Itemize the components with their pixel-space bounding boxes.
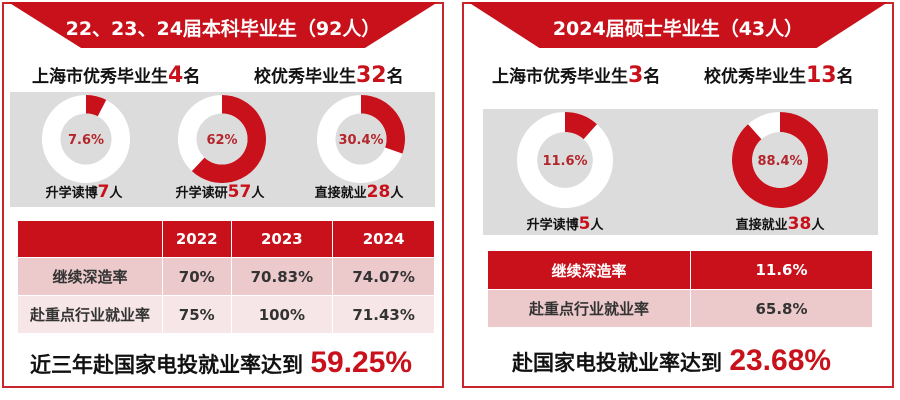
- footer-value: 23.68%: [729, 344, 832, 377]
- panel-title: 2024届硕士毕业生（43人）: [552, 18, 804, 40]
- school-excellent: 校优秀毕业生32名: [254, 62, 404, 88]
- donut-label: 升学读博7人: [45, 182, 123, 202]
- rates-table: 2022 2023 2024 继续深造率 70% 70.83% 74.07% 赴…: [17, 220, 435, 334]
- donut-hole: [537, 132, 593, 188]
- table-row: 赴重点行业就业率 65.8%: [487, 289, 873, 328]
- donut-slice: [361, 95, 405, 154]
- header-cell: 2023: [230, 220, 334, 258]
- count: 4: [168, 63, 184, 88]
- label: 上海市优秀毕业生: [492, 67, 628, 87]
- cell: 74.07%: [332, 257, 435, 296]
- cell: 71.43%: [332, 295, 435, 334]
- panel-title: 22、23、24届本科毕业生（92人）: [65, 18, 381, 40]
- footer-stat: 赴国家电投就业率达到 23.68%: [512, 344, 831, 378]
- donut-chart-employment: 30.4%: [317, 95, 405, 183]
- row-label: 赴重点行业就业率: [17, 295, 163, 334]
- donut-slice: [86, 95, 107, 117]
- donut-hole: [196, 113, 248, 165]
- undergrad-panel: 22、23、24届本科毕业生（92人） 上海市优秀毕业生4名 校优秀毕业生32名…: [2, 2, 444, 388]
- donut-hole: [60, 113, 112, 165]
- row-label: 继续深造率: [17, 257, 163, 296]
- donut-percent-label: 7.6%: [68, 133, 104, 148]
- donut-label: 升学读博5人: [526, 214, 604, 234]
- unit: 名: [643, 67, 661, 87]
- table-header-row: 2022 2023 2024: [17, 220, 435, 258]
- count: 32: [356, 63, 387, 88]
- donut-hole: [752, 132, 808, 188]
- donut-percent-label: 11.6%: [542, 154, 587, 169]
- header-cell: 2022: [162, 220, 232, 258]
- donut-label: 升学读研57人: [175, 182, 265, 202]
- table-row: 继续深造率 11.6%: [487, 250, 873, 290]
- donut-slice: [565, 112, 597, 140]
- row-label: 继续深造率: [487, 250, 691, 290]
- donut-percent-label: 30.4%: [338, 133, 383, 148]
- cell: 75%: [162, 295, 232, 334]
- label: 上海市优秀毕业生: [32, 67, 168, 87]
- donut-hole: [335, 113, 387, 165]
- header-banner: [8, 2, 438, 48]
- master-panel: 2024届硕士毕业生（43人） 上海市优秀毕业生3名 校优秀毕业生13名 11.…: [462, 2, 894, 388]
- count: 3: [628, 63, 644, 88]
- footer-stat: 近三年赴国家电投就业率达到 59.25%: [30, 346, 412, 380]
- row-label: 赴重点行业就业率: [487, 289, 691, 328]
- donut-label: 直接就业28人: [314, 182, 404, 202]
- table-row: 继续深造率 70% 70.83% 74.07%: [17, 257, 435, 296]
- donut-label: 直接就业38人: [735, 214, 825, 234]
- label: 校优秀毕业生: [254, 67, 356, 87]
- shanghai-excellent: 上海市优秀毕业生3名: [492, 62, 660, 88]
- donut-chart-phd: 7.6%: [42, 95, 130, 183]
- cell: 70.83%: [230, 257, 334, 296]
- footer-value: 59.25%: [310, 346, 413, 379]
- shanghai-excellent: 上海市优秀毕业生4名: [32, 62, 200, 88]
- donut-chart-phd: 11.6%: [517, 112, 613, 208]
- school-excellent: 校优秀毕业生13名: [704, 62, 854, 88]
- rates-table: 继续深造率 11.6% 赴重点行业就业率 65.8%: [487, 250, 873, 328]
- donut-chart-master: 62%: [178, 95, 266, 183]
- donut-slice: [191, 95, 266, 183]
- donut-percent-label: 62%: [206, 133, 237, 148]
- cell: 70%: [162, 257, 232, 296]
- donut-percent-label: 88.4%: [757, 154, 802, 169]
- footer-text: 赴国家电投就业率达到: [512, 351, 722, 375]
- header-cell: [17, 220, 163, 258]
- cell: 65.8%: [690, 289, 873, 328]
- count: 13: [806, 63, 837, 88]
- header-cell: 2024: [332, 220, 435, 258]
- footer-text: 近三年赴国家电投就业率达到: [30, 353, 303, 377]
- donut-chart-employment: 88.4%: [732, 112, 828, 208]
- cell: 100%: [230, 295, 334, 334]
- header-banner: [468, 2, 888, 48]
- unit: 名: [836, 67, 854, 87]
- unit: 名: [183, 67, 201, 87]
- cell: 11.6%: [690, 250, 873, 290]
- unit: 名: [386, 67, 404, 87]
- donut-slice: [732, 112, 828, 208]
- table-row: 赴重点行业就业率 75% 100% 71.43%: [17, 295, 435, 334]
- label: 校优秀毕业生: [704, 67, 806, 87]
